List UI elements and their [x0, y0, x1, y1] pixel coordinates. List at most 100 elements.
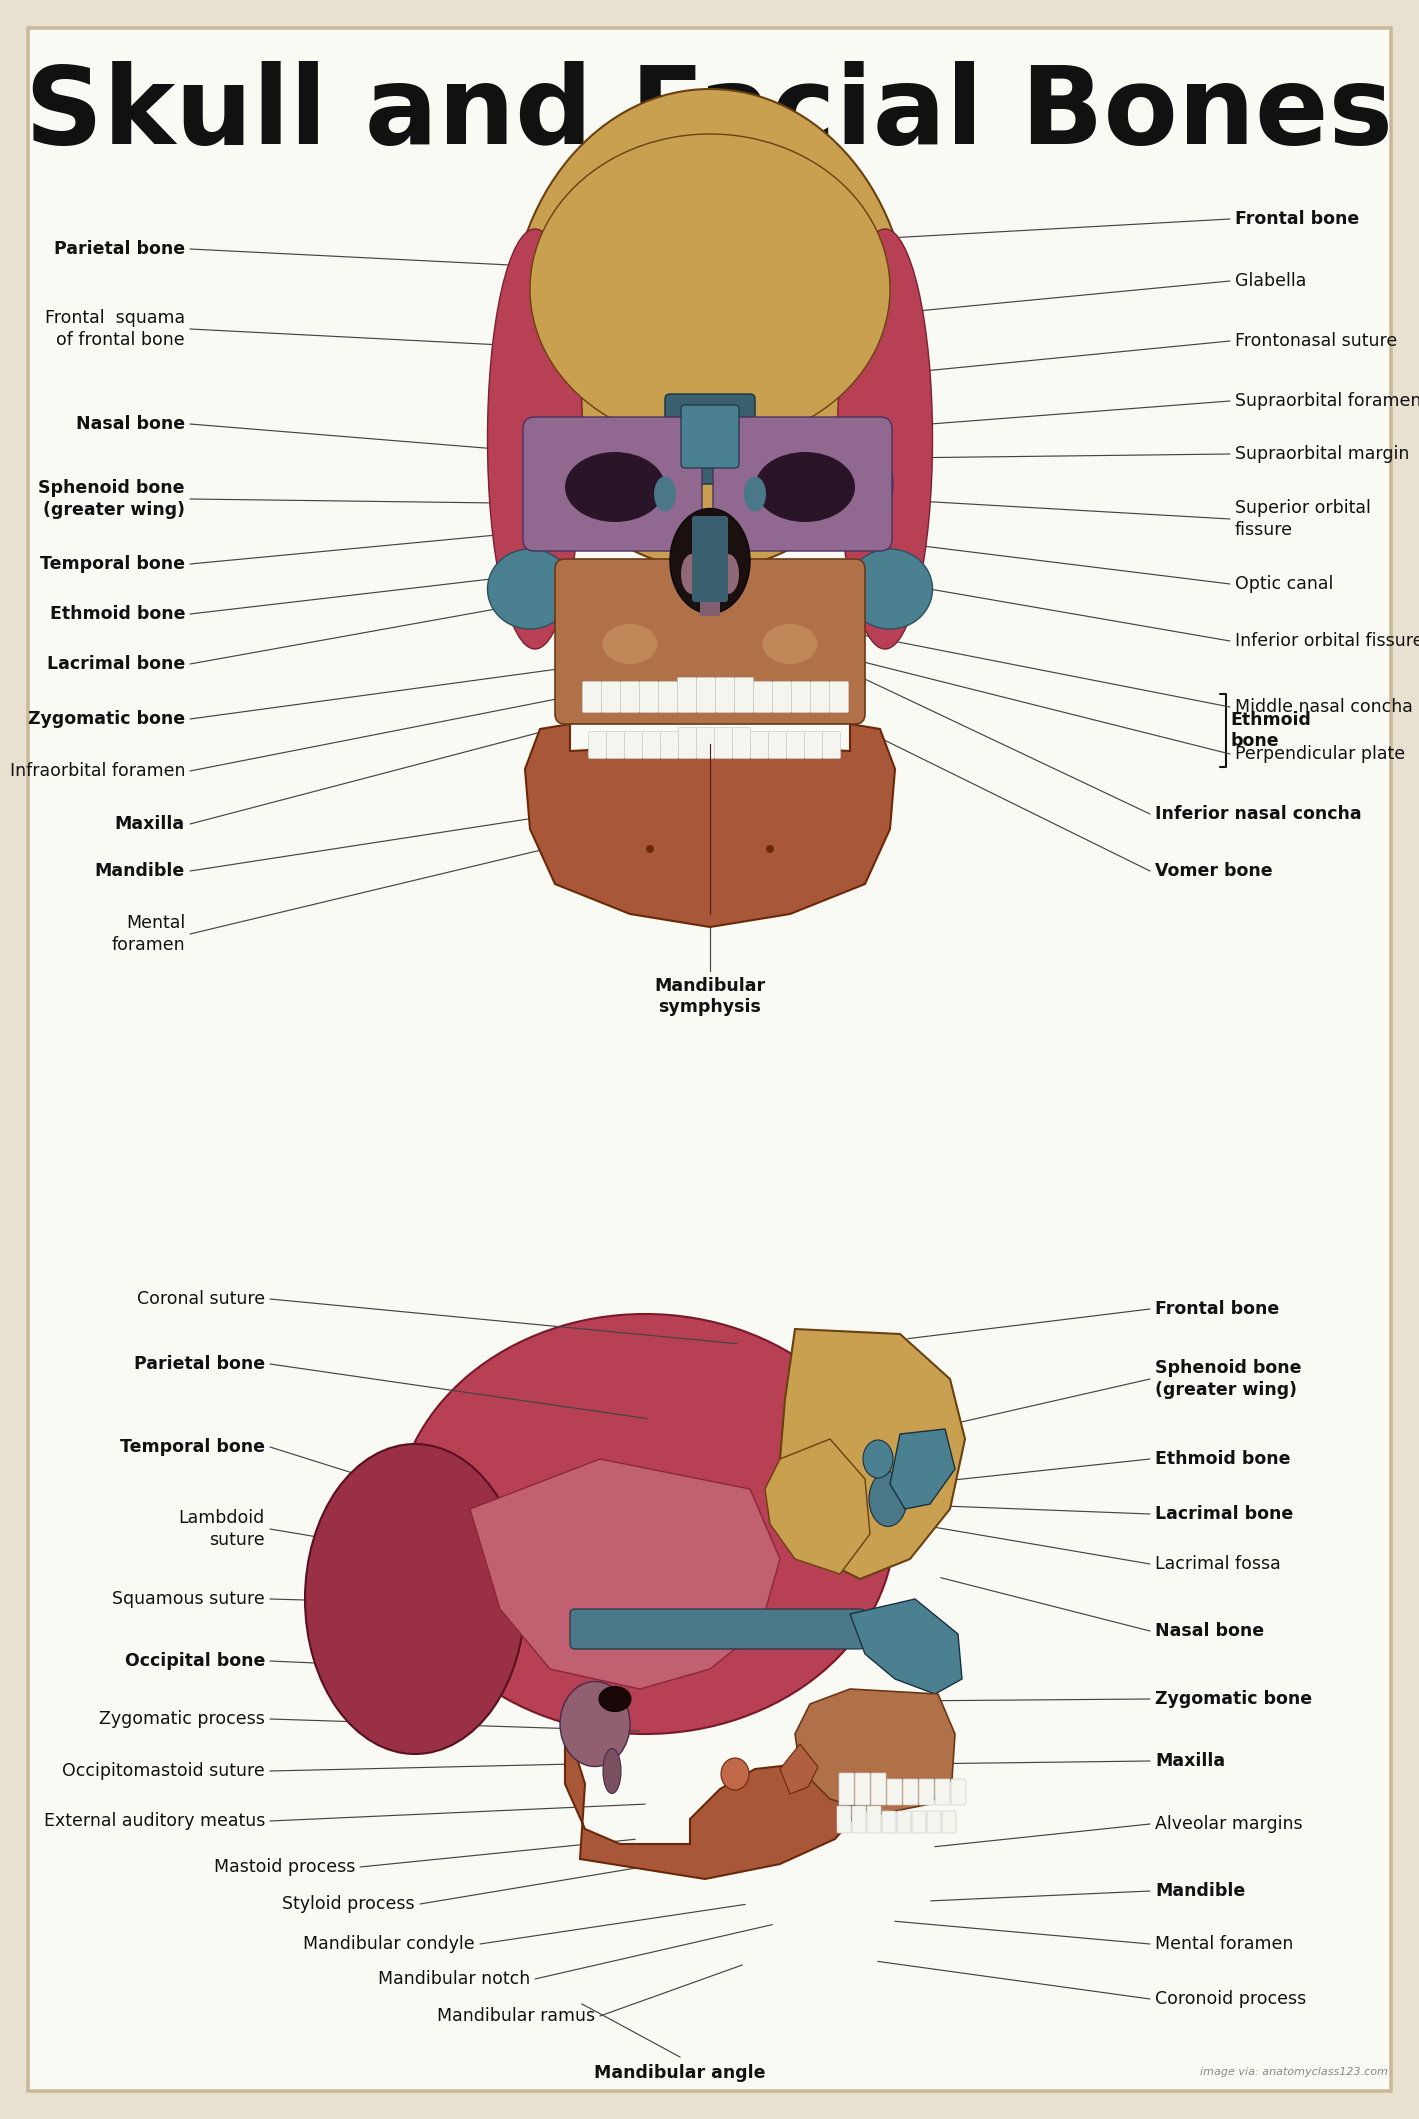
FancyBboxPatch shape	[902, 1780, 918, 1805]
Ellipse shape	[762, 623, 817, 663]
Ellipse shape	[488, 229, 583, 648]
Text: Supraorbital foramen (notch): Supraorbital foramen (notch)	[1235, 392, 1419, 409]
FancyBboxPatch shape	[792, 682, 810, 712]
Text: Mastoid process: Mastoid process	[214, 1858, 355, 1875]
Text: Mandible: Mandible	[1155, 1882, 1246, 1901]
Ellipse shape	[561, 1682, 630, 1767]
FancyBboxPatch shape	[677, 678, 697, 712]
Ellipse shape	[603, 1748, 622, 1793]
Polygon shape	[780, 1744, 817, 1795]
Text: Mandibular ramus: Mandibular ramus	[437, 2007, 595, 2026]
Ellipse shape	[755, 451, 856, 521]
FancyBboxPatch shape	[697, 727, 715, 759]
FancyBboxPatch shape	[524, 417, 702, 551]
Text: Frontonasal suture: Frontonasal suture	[1235, 333, 1398, 350]
Text: External auditory meatus: External auditory meatus	[44, 1812, 265, 1831]
Text: Mandibular notch: Mandibular notch	[377, 1971, 531, 1988]
Text: Middle nasal concha: Middle nasal concha	[1235, 697, 1413, 716]
Text: image via: anatomyclass123.com: image via: anatomyclass123.com	[1200, 2066, 1388, 2077]
Text: Mental foramen: Mental foramen	[1155, 1935, 1293, 1954]
Text: Styloid process: Styloid process	[282, 1894, 414, 1913]
Text: Inferior nasal concha: Inferior nasal concha	[1155, 805, 1362, 822]
FancyBboxPatch shape	[28, 28, 1391, 2091]
Text: Parietal bone: Parietal bone	[133, 1354, 265, 1373]
Text: Perpendicular plate: Perpendicular plate	[1235, 746, 1405, 763]
Ellipse shape	[603, 623, 657, 663]
Text: Sphenoid bone
(greater wing): Sphenoid bone (greater wing)	[38, 479, 184, 519]
FancyBboxPatch shape	[715, 727, 732, 759]
Text: Sphenoid bone
(greater wing): Sphenoid bone (greater wing)	[1155, 1358, 1301, 1399]
Ellipse shape	[531, 133, 890, 445]
FancyBboxPatch shape	[583, 682, 602, 712]
FancyBboxPatch shape	[666, 394, 755, 483]
FancyBboxPatch shape	[912, 1812, 927, 1833]
Polygon shape	[850, 1600, 962, 1693]
Polygon shape	[765, 1439, 870, 1574]
Text: Skull and Facial Bones: Skull and Facial Bones	[26, 61, 1393, 167]
Ellipse shape	[744, 477, 766, 511]
Ellipse shape	[823, 434, 893, 534]
Ellipse shape	[868, 1471, 907, 1526]
Text: Alveolar margins: Alveolar margins	[1155, 1816, 1303, 1833]
Ellipse shape	[526, 434, 597, 534]
Polygon shape	[470, 1460, 780, 1689]
FancyBboxPatch shape	[887, 1780, 902, 1805]
FancyBboxPatch shape	[697, 678, 715, 712]
FancyBboxPatch shape	[769, 731, 786, 759]
FancyBboxPatch shape	[935, 1780, 949, 1805]
Polygon shape	[795, 1689, 955, 1814]
Text: Supraorbital margin: Supraorbital margin	[1235, 445, 1409, 462]
Polygon shape	[780, 1329, 965, 1579]
Text: Coronoid process: Coronoid process	[1155, 1990, 1307, 2009]
Text: Occipitomastoid suture: Occipitomastoid suture	[62, 1763, 265, 1780]
Ellipse shape	[654, 477, 675, 511]
FancyBboxPatch shape	[753, 682, 772, 712]
Text: Superior orbital
fissure: Superior orbital fissure	[1235, 500, 1371, 538]
Text: Frontal  squama
of frontal bone: Frontal squama of frontal bone	[45, 309, 184, 350]
Ellipse shape	[509, 89, 910, 570]
FancyBboxPatch shape	[681, 405, 739, 468]
Ellipse shape	[681, 553, 702, 593]
FancyBboxPatch shape	[772, 682, 792, 712]
Text: Ethmoid bone: Ethmoid bone	[50, 606, 184, 623]
FancyBboxPatch shape	[692, 517, 728, 602]
Text: Zygomatic process: Zygomatic process	[99, 1710, 265, 1727]
FancyBboxPatch shape	[951, 1780, 966, 1805]
FancyBboxPatch shape	[871, 1774, 885, 1805]
Ellipse shape	[847, 549, 932, 629]
FancyBboxPatch shape	[555, 559, 866, 725]
FancyBboxPatch shape	[602, 682, 620, 712]
FancyBboxPatch shape	[851, 1805, 866, 1833]
FancyBboxPatch shape	[786, 731, 805, 759]
Text: Parietal bone: Parietal bone	[54, 239, 184, 259]
Text: Optic canal: Optic canal	[1235, 574, 1334, 593]
Text: Lacrimal bone: Lacrimal bone	[47, 655, 184, 674]
Ellipse shape	[394, 1314, 895, 1733]
Text: Frontal bone: Frontal bone	[1155, 1299, 1280, 1318]
FancyBboxPatch shape	[620, 682, 640, 712]
FancyBboxPatch shape	[830, 682, 849, 712]
Ellipse shape	[599, 1687, 631, 1712]
Ellipse shape	[488, 549, 572, 629]
Text: Lacrimal bone: Lacrimal bone	[1155, 1504, 1293, 1524]
Text: Squamous suture: Squamous suture	[112, 1589, 265, 1608]
Ellipse shape	[766, 845, 773, 854]
FancyBboxPatch shape	[751, 731, 769, 759]
Ellipse shape	[305, 1443, 525, 1755]
FancyBboxPatch shape	[883, 1812, 895, 1833]
FancyBboxPatch shape	[920, 1780, 934, 1805]
FancyBboxPatch shape	[643, 731, 660, 759]
Ellipse shape	[837, 229, 932, 648]
Text: Maxilla: Maxilla	[115, 816, 184, 833]
Text: Mandibular condyle: Mandibular condyle	[304, 1935, 475, 1954]
Text: Lambdoid
suture: Lambdoid suture	[179, 1509, 265, 1549]
FancyBboxPatch shape	[700, 553, 719, 617]
Text: Temporal bone: Temporal bone	[121, 1439, 265, 1456]
Polygon shape	[890, 1428, 955, 1509]
FancyBboxPatch shape	[839, 1774, 854, 1805]
Text: Coronal suture: Coronal suture	[136, 1290, 265, 1307]
FancyBboxPatch shape	[735, 678, 753, 712]
Text: Infraorbital foramen: Infraorbital foramen	[10, 763, 184, 780]
FancyBboxPatch shape	[897, 1812, 911, 1833]
FancyBboxPatch shape	[712, 417, 893, 551]
